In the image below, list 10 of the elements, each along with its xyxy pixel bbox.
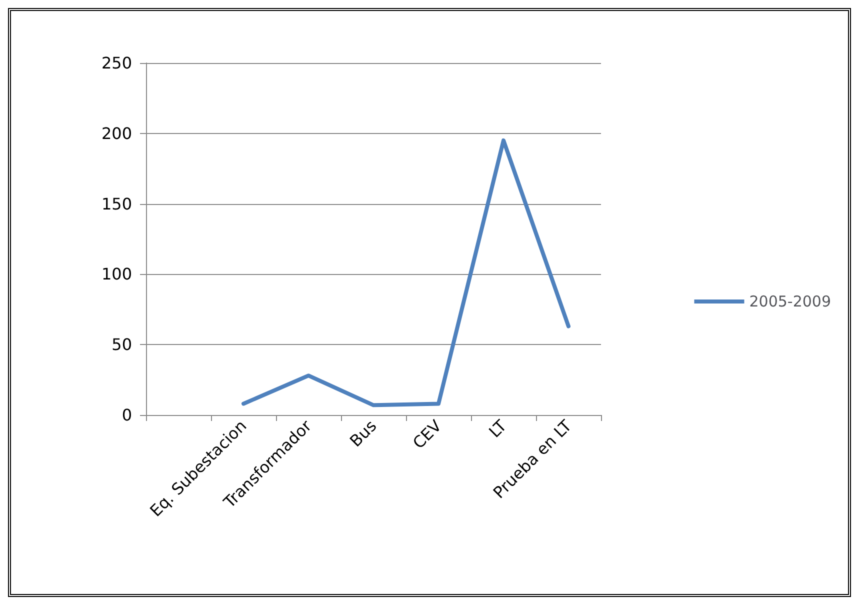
y-tick-label: 150: [101, 194, 132, 214]
y-tick-label: 0: [122, 406, 132, 424]
y-tick-label: 100: [101, 264, 132, 284]
legend-label: 2005-2009: [749, 292, 832, 310]
x-tick-label: Bus: [346, 416, 380, 451]
line-series: [242, 138, 570, 408]
y-tick-label: 250: [101, 54, 132, 72]
y-tick-label: 50: [112, 335, 132, 354]
y-tick-label: 200: [101, 124, 132, 143]
x-tick-label: LT: [485, 416, 510, 442]
